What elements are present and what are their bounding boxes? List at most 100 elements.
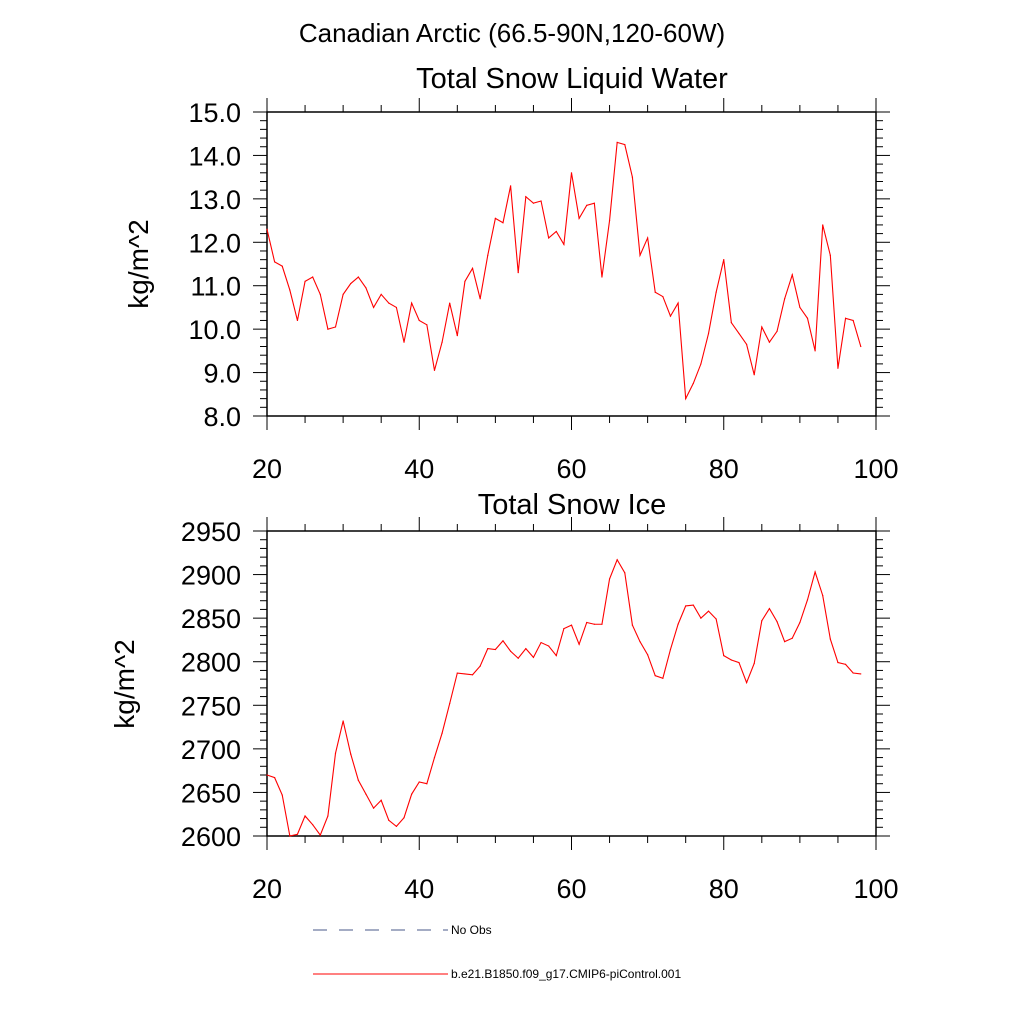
- y-tick-label: 9.0: [203, 359, 241, 389]
- data-point: [822, 594, 824, 597]
- data-point: [768, 341, 771, 343]
- data-point: [456, 672, 458, 674]
- x-tick-label: 60: [556, 874, 586, 904]
- x-tick-label: 100: [853, 454, 898, 484]
- data-point: [586, 621, 588, 624]
- data-point: [692, 604, 694, 606]
- data-point: [753, 662, 755, 665]
- data-point: [677, 623, 679, 625]
- data-point: [418, 781, 420, 783]
- data-point: [624, 143, 626, 146]
- data-point: [548, 645, 550, 647]
- y-tick-label: 15.0: [188, 98, 241, 128]
- data-point: [586, 204, 588, 206]
- data-point: [723, 655, 725, 657]
- data-point: [479, 298, 481, 300]
- data-point: [601, 276, 603, 278]
- data-point: [814, 571, 816, 573]
- data-point: [669, 648, 672, 651]
- data-point: [745, 343, 748, 345]
- data-point: [852, 319, 854, 322]
- chart-title: Total Snow Liquid Water: [416, 63, 728, 95]
- chart-panel-snow-liquid-water: Total Snow Liquid Water kg/m^2 20 40 60 80 1…: [123, 63, 899, 484]
- data-point: [464, 673, 466, 675]
- y-tick-label: 2950: [181, 517, 241, 547]
- data-point: [852, 672, 854, 674]
- data-point: [426, 324, 428, 326]
- y-tick-label: 2850: [181, 604, 241, 634]
- data-point: [700, 363, 702, 365]
- data-point: [296, 833, 299, 835]
- data-point: [662, 295, 664, 298]
- data-point: [631, 624, 634, 626]
- data-point: [274, 777, 276, 779]
- data-point: [639, 641, 641, 643]
- data-point: [304, 280, 306, 282]
- data-point: [555, 230, 557, 233]
- data-point: [266, 228, 268, 230]
- data-point: [281, 794, 283, 796]
- legend-label-model: b.e21.B1850.f09_g17.CMIP6-piControl.001: [451, 967, 681, 981]
- chart-title: Total Snow Ice: [478, 489, 667, 521]
- data-point: [471, 267, 474, 269]
- data-point: [319, 293, 321, 295]
- data-point: [319, 834, 321, 836]
- data-point: [411, 302, 413, 304]
- x-tick-label: 40: [404, 874, 434, 904]
- data-point: [844, 317, 847, 319]
- data-point: [388, 819, 390, 821]
- data-point: [784, 641, 786, 643]
- data-point: [312, 276, 314, 278]
- y-tick-label: 2800: [181, 648, 241, 678]
- data-point: [289, 835, 291, 837]
- data-point: [776, 330, 778, 332]
- data-point: [776, 621, 778, 623]
- data-point: [570, 624, 573, 626]
- data-point: [502, 640, 504, 642]
- x-tick-label: 100: [853, 874, 898, 904]
- data-point: [677, 302, 679, 304]
- data-point: [274, 261, 276, 263]
- data-point: [532, 202, 535, 204]
- data-point: [380, 293, 382, 295]
- legend: No Obs b.e21.B1850.f09_g17.CMIP6-piContr…: [313, 923, 681, 981]
- data-point: [357, 779, 359, 781]
- data-point: [540, 200, 542, 202]
- data-point: [700, 617, 702, 619]
- data-point: [334, 752, 337, 754]
- data-point: [487, 648, 489, 650]
- data-point: [327, 815, 329, 817]
- data-point: [593, 623, 595, 625]
- data-point: [403, 817, 405, 819]
- data-point: [837, 661, 839, 664]
- data-point: [502, 222, 504, 224]
- data-point: [350, 282, 352, 285]
- data-point: [593, 202, 595, 204]
- data-point: [433, 369, 436, 371]
- data-point: [418, 319, 420, 322]
- data-point: [411, 793, 413, 795]
- x-tick-label: 20: [252, 454, 282, 484]
- data-point: [837, 367, 839, 369]
- data-point: [456, 335, 458, 337]
- y-tick-label: 8.0: [203, 402, 241, 432]
- data-point: [464, 280, 466, 282]
- data-point: [608, 219, 611, 222]
- data-point: [707, 332, 710, 335]
- data-point: [616, 141, 618, 143]
- x-tick-label: 40: [404, 454, 434, 484]
- x-tick-label: 80: [709, 454, 739, 484]
- y-tick-label: 11.0: [190, 272, 241, 302]
- data-point: [441, 732, 443, 734]
- data-point: [365, 287, 367, 289]
- data-point: [761, 620, 763, 622]
- data-point: [471, 674, 474, 676]
- data-point: [860, 673, 862, 675]
- y-tick-label: 2750: [181, 691, 241, 721]
- data-point: [441, 341, 443, 343]
- data-point: [388, 302, 390, 304]
- data-point: [608, 578, 611, 580]
- data-point: [494, 217, 496, 219]
- data-point: [738, 661, 740, 664]
- data-point: [570, 172, 573, 174]
